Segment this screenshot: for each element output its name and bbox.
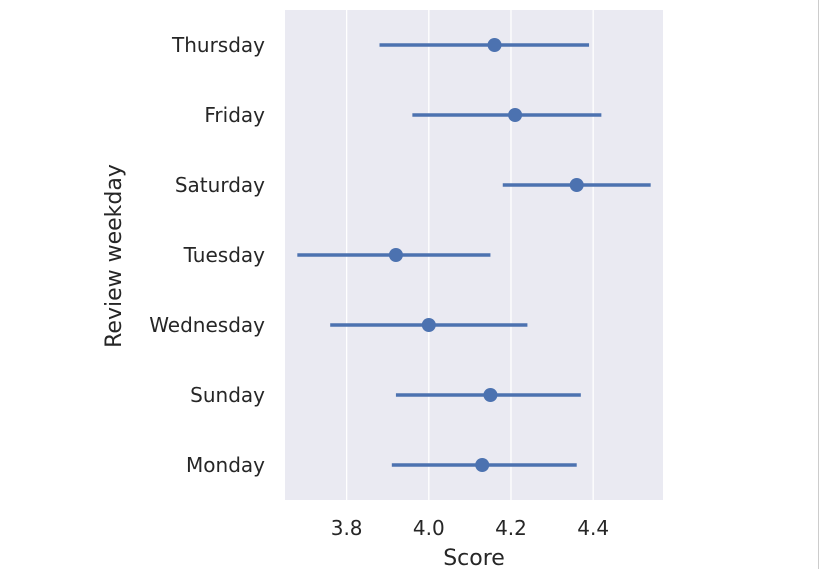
x-tick-labels: 3.8 4.0 4.2 4.4 [331, 516, 609, 540]
point-sunday [483, 388, 498, 402]
x-tick-label: 4.2 [495, 516, 527, 540]
y-tick-label-tuesday: Tuesday [183, 243, 266, 267]
data-marks [297, 38, 651, 472]
point-thursday [487, 38, 502, 52]
x-tick-label: 4.4 [577, 516, 609, 540]
point-wednesday [421, 318, 436, 332]
point-tuesday [388, 248, 403, 262]
y-tick-label-monday: Monday [186, 453, 265, 477]
x-tick-label: 3.8 [331, 516, 363, 540]
x-tick-label: 4.0 [413, 516, 445, 540]
y-tick-label-saturday: Saturday [175, 173, 265, 197]
y-axis-title: Review weekday [102, 164, 127, 348]
point-saturday [569, 178, 584, 192]
y-tick-label-sunday: Sunday [190, 383, 265, 407]
y-tick-label-wednesday: Wednesday [149, 313, 265, 337]
y-tick-labels: Thursday Friday Saturday Tuesday Wednesday Su… [149, 33, 265, 477]
y-tick-label-friday: Friday [204, 103, 265, 127]
y-tick-label-thursday: Thursday [171, 33, 265, 57]
point-friday [508, 108, 523, 122]
point-monday [475, 458, 490, 472]
x-axis-title: Score [443, 546, 505, 569]
